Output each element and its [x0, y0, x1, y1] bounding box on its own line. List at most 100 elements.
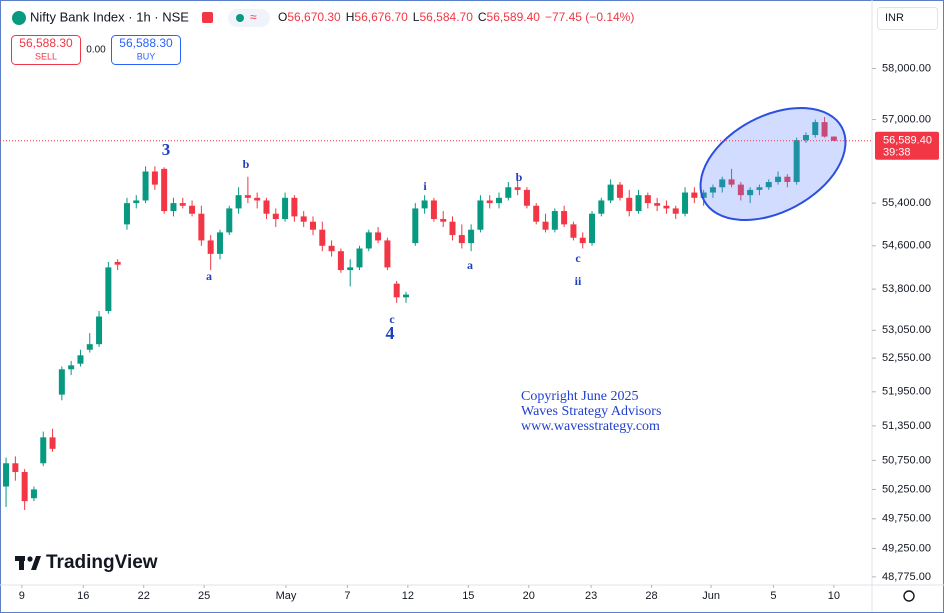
candle-body: [142, 171, 149, 201]
buy-button[interactable]: [111, 35, 181, 65]
candle-body: [384, 240, 391, 268]
sell-button[interactable]: [11, 35, 81, 65]
candle-body: [737, 184, 744, 196]
candle-body: [821, 122, 828, 137]
ohlc-value: 56,670.30: [287, 10, 341, 24]
wave-label: c: [389, 312, 395, 326]
candle-body: [282, 197, 289, 220]
candle-body: [663, 205, 670, 209]
symbol-icon: [12, 11, 26, 25]
ohlc-key: O: [278, 10, 287, 24]
candle-body: [356, 248, 363, 268]
candle-body: [765, 181, 772, 188]
x-tick-label: Jun: [702, 590, 720, 602]
x-tick-label: 7: [344, 590, 350, 602]
x-tick-label: 20: [523, 590, 535, 602]
candle-body: [337, 251, 344, 271]
y-tick-label: 51,350.00: [882, 420, 931, 432]
candle-body: [589, 213, 596, 244]
candle-body: [635, 195, 642, 212]
candle-body: [775, 176, 782, 182]
candle-body: [654, 203, 661, 206]
candle-body: [486, 200, 493, 204]
candle-body: [728, 179, 735, 185]
currency-button[interactable]: [877, 7, 938, 30]
watermark-logo: [15, 556, 41, 570]
candle-body: [403, 294, 410, 298]
candle-body: [533, 205, 540, 222]
wave-label: ii: [575, 274, 582, 288]
candle-body: [682, 192, 689, 214]
y-tick-label: 49,250.00: [882, 542, 931, 554]
candle-body: [393, 283, 400, 298]
pill-icon: ≈: [250, 10, 257, 24]
candle-body: [198, 213, 205, 241]
last-price-label: 56,589.40: [883, 135, 932, 147]
candle-body: [254, 197, 261, 201]
candle-body: [309, 221, 316, 230]
y-tick-label: 53,800.00: [882, 283, 931, 295]
candle-body: [12, 463, 19, 472]
candle-body: [291, 197, 298, 217]
sell-label: SELL: [35, 51, 57, 61]
candle-body: [244, 195, 251, 198]
candle-body: [514, 187, 521, 190]
candle-body: [216, 232, 223, 254]
candle-body: [644, 195, 651, 204]
copyright-line: Waves Strategy Advisors: [521, 404, 661, 419]
plot-area: [3, 116, 837, 510]
countdown: 39:38: [883, 147, 911, 159]
candle-body: [226, 208, 233, 233]
wave-label: c: [575, 251, 581, 265]
candle-body: [3, 463, 10, 487]
candle-body: [412, 208, 419, 244]
candle-body: [151, 171, 158, 185]
x-tick-label: 15: [462, 590, 474, 602]
settings-icon[interactable]: [903, 590, 915, 602]
y-tick-label: 49,750.00: [882, 513, 931, 525]
candle-body: [365, 232, 372, 249]
candle-body: [430, 200, 437, 220]
x-tick-label: 28: [645, 590, 657, 602]
pill-dot: [236, 14, 244, 22]
wave-label: b: [516, 170, 523, 184]
copyright-line: Copyright June 2025: [521, 389, 638, 404]
ohlc-value: 56,676.70: [354, 10, 408, 24]
candle-body: [49, 437, 56, 449]
candle-body: [626, 197, 633, 212]
candle-body: [21, 471, 28, 502]
candle-body: [449, 221, 456, 236]
candle-body: [133, 200, 140, 204]
y-tick-label: 53,050.00: [882, 324, 931, 336]
candle-body: [756, 187, 763, 190]
candle-body: [802, 135, 809, 141]
x-tick-label: 25: [198, 590, 210, 602]
x-tick-label: 10: [828, 590, 840, 602]
y-tick-label: 54,600.00: [882, 240, 931, 252]
candle-body: [700, 192, 707, 198]
wave-label: b: [243, 157, 250, 171]
change: −77.45 (−0.14%): [545, 10, 634, 24]
candle-body: [830, 136, 837, 141]
buy-label: BUY: [137, 51, 156, 61]
x-tick-label: 9: [19, 590, 25, 602]
highlight-ellipse: [699, 106, 847, 222]
candle-body: [747, 189, 754, 196]
candle-body: [523, 189, 530, 206]
x-tick-label: 22: [138, 590, 150, 602]
last-price-tag: [875, 131, 939, 160]
wave-label: i: [423, 179, 427, 193]
x-tick-label: May: [276, 590, 297, 602]
y-tick-label: 48,775.00: [882, 571, 931, 583]
candle-body: [30, 489, 37, 499]
y-tick-label: 52,550.00: [882, 352, 931, 364]
chart-title: Nifty Bank Index · 1h · NSE: [30, 9, 189, 24]
indicator-pill[interactable]: [228, 9, 270, 27]
candle-body: [272, 213, 279, 220]
candle-body: [812, 122, 819, 136]
candle-body: [375, 232, 382, 241]
ohlc-value: 56,589.40: [487, 10, 541, 24]
wave-label: 4: [386, 323, 395, 343]
wave-label: a: [467, 258, 473, 272]
